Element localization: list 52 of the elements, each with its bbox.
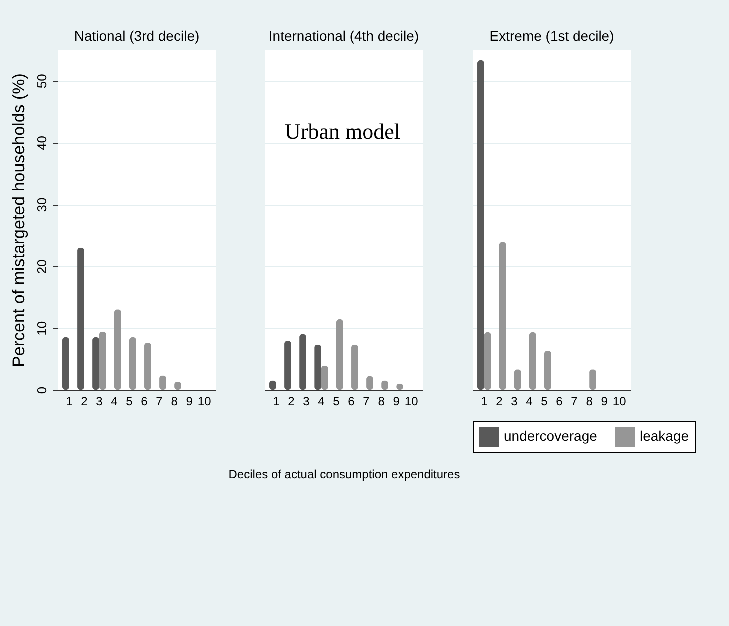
chart-title: International (4th decile) xyxy=(268,28,420,44)
x-tick-label: 9 xyxy=(393,394,400,408)
x-tick-label: 9 xyxy=(186,394,194,408)
x-tick-label: 3 xyxy=(96,394,104,408)
x-tick-label: 2 xyxy=(496,394,504,408)
x-tick-label: 3 xyxy=(511,394,518,408)
x-axis-title: Deciles of actual consumption expenditures xyxy=(228,468,460,482)
x-tick-label: 3 xyxy=(303,394,310,408)
x-tick-label: 7 xyxy=(156,394,164,408)
x-tick-label: 2 xyxy=(81,394,88,408)
annotation: Urban model xyxy=(285,119,400,144)
x-tick-label: 1 xyxy=(273,394,280,408)
bar xyxy=(336,320,344,390)
x-tick-label: 8 xyxy=(378,394,386,408)
x-tick-label: 9 xyxy=(601,394,608,408)
x-tick-label: 2 xyxy=(288,394,296,408)
legend-label: leakage xyxy=(640,428,690,444)
x-tick-label: 5 xyxy=(126,394,134,408)
y-tick-label: 0 xyxy=(34,386,50,394)
x-tick-label: 6 xyxy=(556,394,564,408)
bar xyxy=(114,310,122,390)
y-axis-title: Percent of mistargeted households (%) xyxy=(10,74,28,368)
x-tick-label: 8 xyxy=(171,394,178,408)
x-tick-label: 4 xyxy=(111,394,118,408)
x-tick-label: 6 xyxy=(348,394,356,408)
x-tick-label: 7 xyxy=(571,394,578,408)
bar xyxy=(529,332,536,390)
x-tick-label: 1 xyxy=(481,394,488,408)
y-tick-label: 50 xyxy=(34,74,50,89)
bar xyxy=(544,351,552,390)
y-tick-label: 30 xyxy=(34,198,50,212)
x-tick-label: 8 xyxy=(586,394,594,408)
y-tick-label: 40 xyxy=(34,136,50,150)
bar xyxy=(129,337,136,390)
bar xyxy=(99,332,106,390)
x-tick-label: 4 xyxy=(526,394,534,408)
x-tick-label: 10 xyxy=(404,394,419,408)
x-tick-label: 10 xyxy=(612,394,627,408)
x-tick-label: 5 xyxy=(541,394,548,408)
x-tick-label: 4 xyxy=(318,394,326,408)
x-tick-label: 1 xyxy=(66,394,74,408)
y-tick-label: 10 xyxy=(34,321,50,336)
x-tick-label: 10 xyxy=(198,394,212,408)
y-tick-label: 20 xyxy=(34,260,50,274)
chart-title: National (3rd decile) xyxy=(74,28,200,44)
bar xyxy=(499,242,506,390)
bar xyxy=(484,332,492,390)
x-tick-label: 5 xyxy=(333,394,340,408)
x-tick-label: 7 xyxy=(363,394,370,408)
x-tick-label: 6 xyxy=(141,394,148,408)
legend-label: undercoverage xyxy=(504,428,598,444)
chart-title: Extreme (1st decile) xyxy=(490,28,614,44)
